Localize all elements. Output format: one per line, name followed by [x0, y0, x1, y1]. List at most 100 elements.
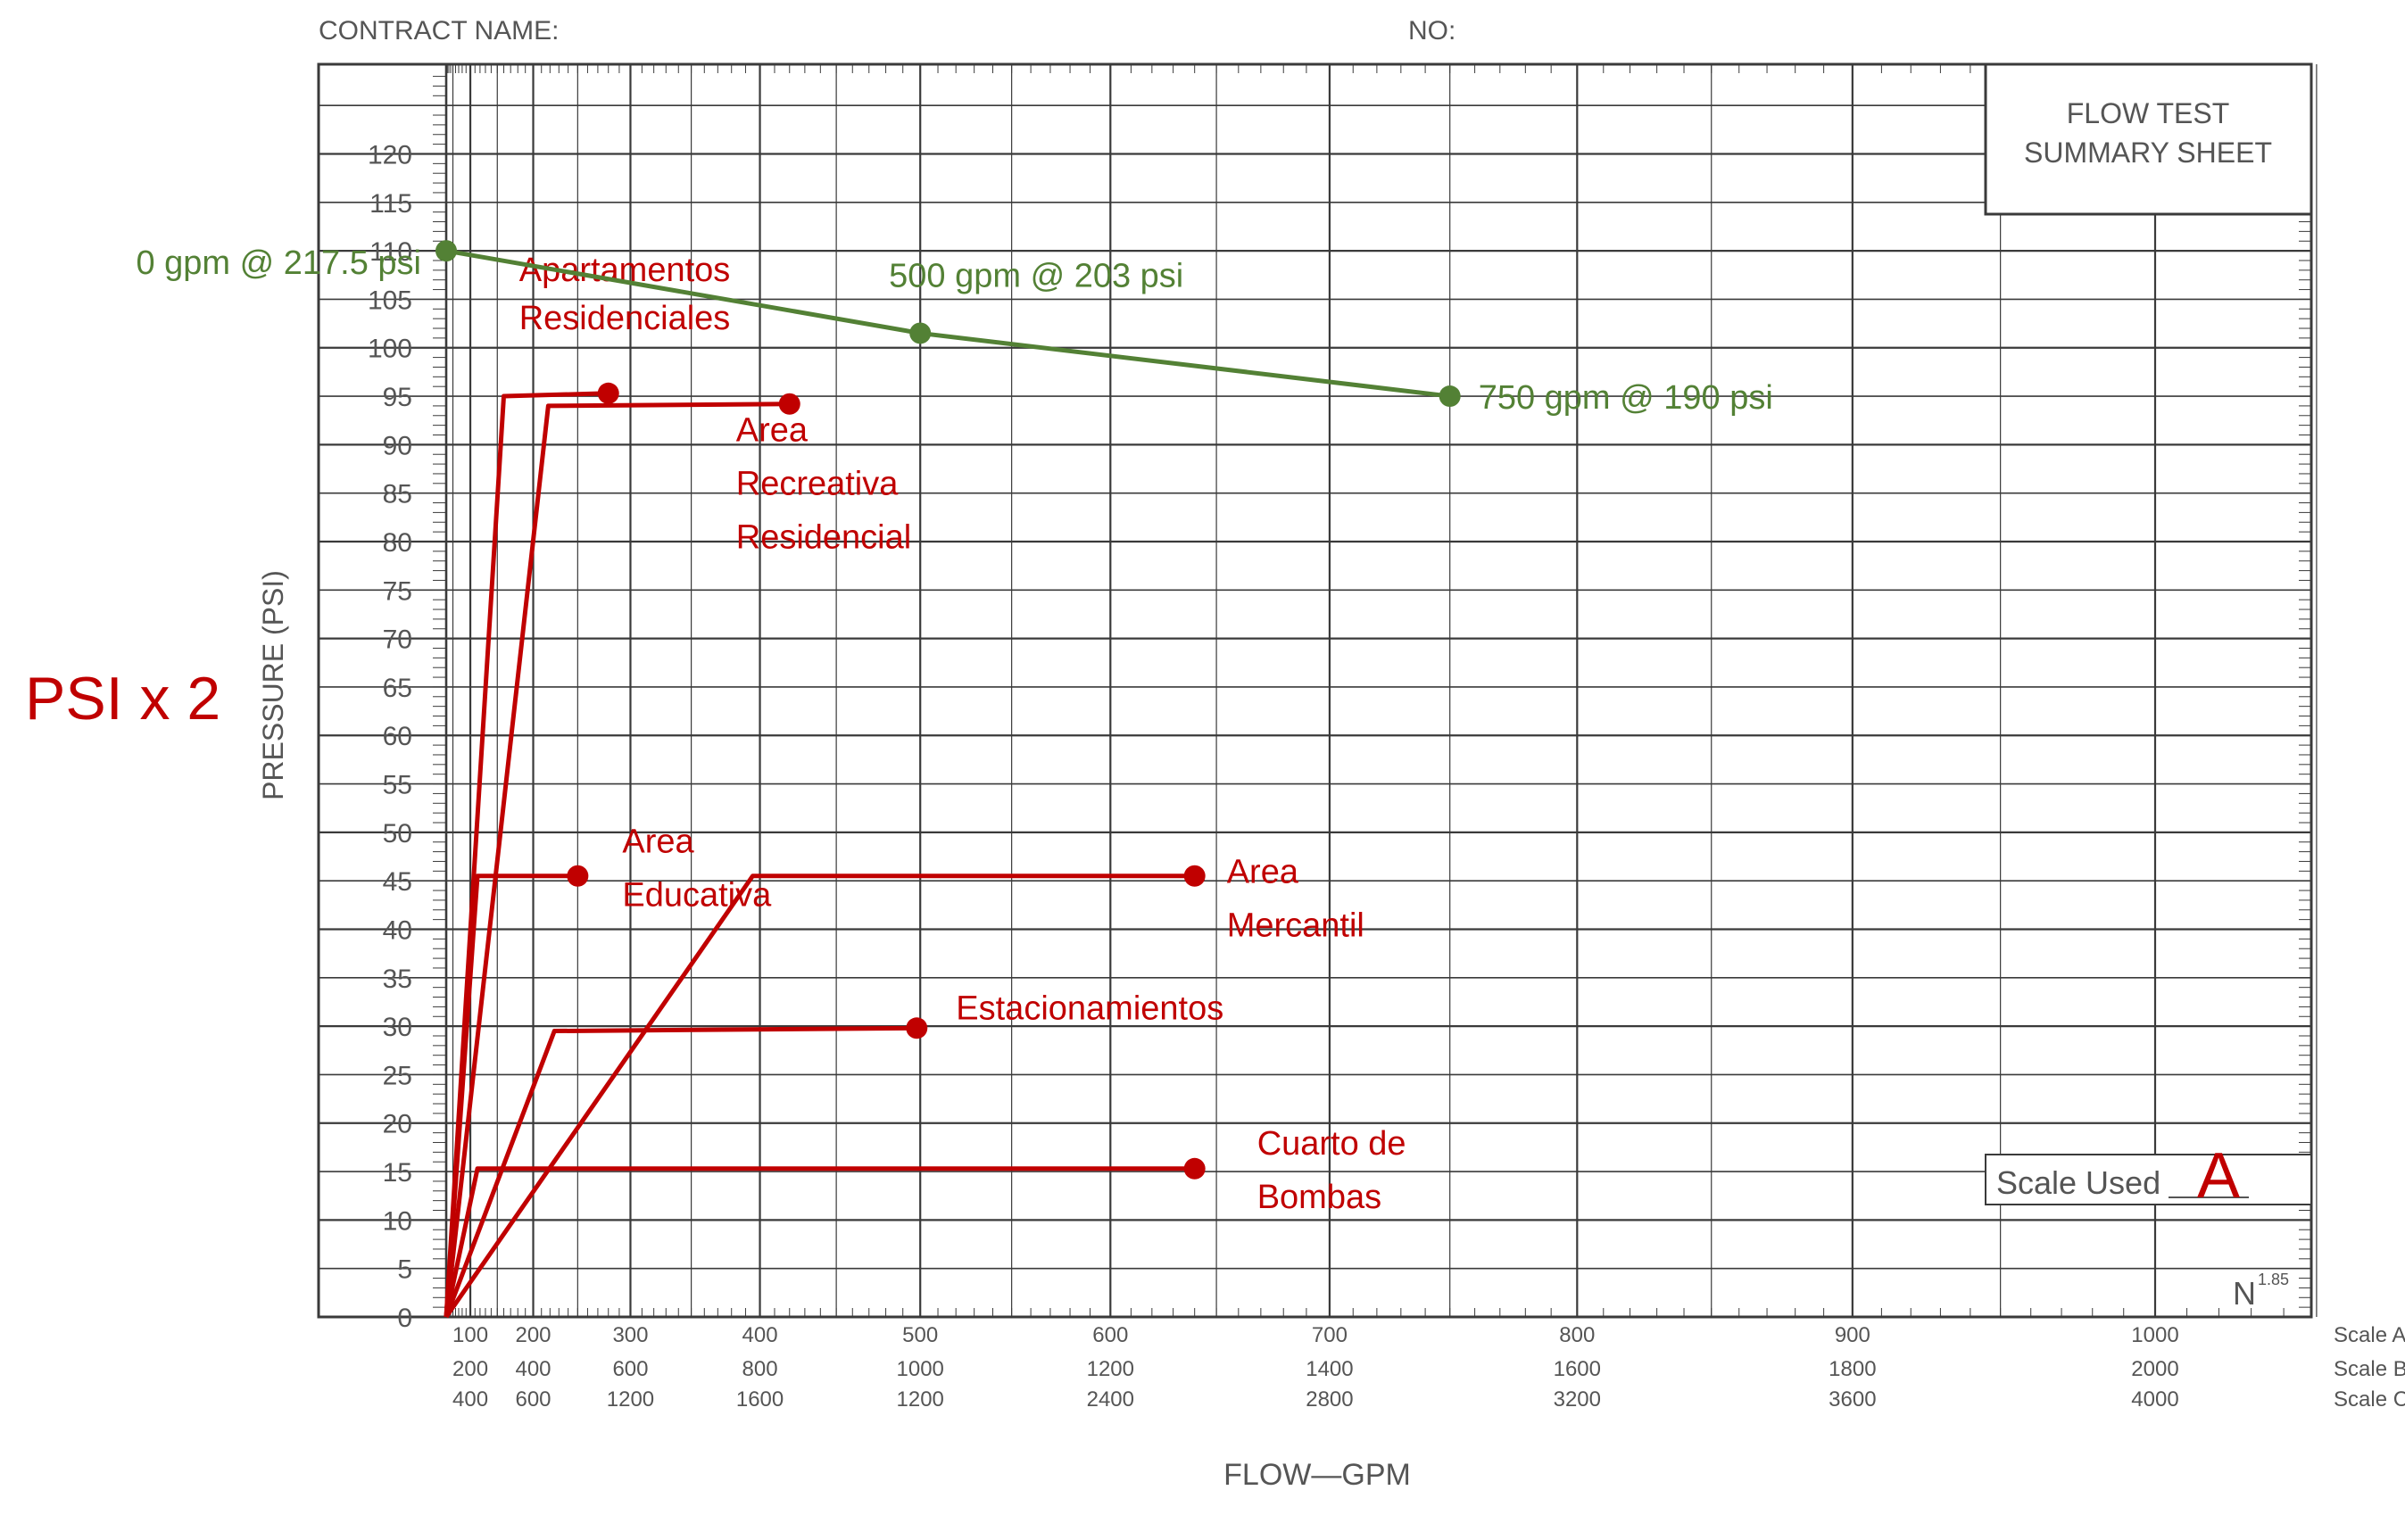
x-tick-label: 300: [612, 1323, 648, 1347]
demand-point: [778, 393, 800, 415]
demand-line: [444, 1166, 1195, 1318]
y-tick-label: 120: [368, 140, 412, 170]
x-tick-label: 2800: [1306, 1387, 1353, 1412]
x-tick-label: 1200: [607, 1387, 654, 1412]
x-tick-label: 3600: [1829, 1387, 1876, 1412]
y-tick-label: 50: [383, 819, 412, 849]
x-tick-label: 1200: [1087, 1357, 1134, 1381]
y-tick-label: 10: [383, 1206, 412, 1236]
x-tick-label: 2000: [2131, 1357, 2178, 1381]
x-tick-label: 1400: [1306, 1357, 1353, 1381]
x-tick-label: 600: [612, 1357, 648, 1381]
y-tick-label: 85: [383, 480, 412, 509]
y-tick-label: 80: [383, 528, 412, 558]
y-axis-ticks: 0 5 10 15 20 25 30 35 40 45 50 55 60 65 70 75 80 85 90 95 10…: [368, 140, 412, 1333]
y-tick-label: 15: [383, 1158, 412, 1188]
y-tick-label: 0: [397, 1304, 412, 1333]
demand-point: [906, 1017, 928, 1039]
demand-label: Residenciales: [519, 300, 731, 337]
x-tick-label: 2400: [1087, 1387, 1134, 1412]
demand-label: Estacionamientos: [956, 989, 1223, 1027]
x-scale-row-label: Scale C: [2334, 1387, 2405, 1412]
x-axis-title: FLOW—GPM: [1223, 1458, 1411, 1492]
scale-used-label: Scale Used: [1996, 1164, 2160, 1201]
demand-line: [444, 873, 578, 1318]
demand-line: [444, 402, 790, 1318]
x-tick-label: 400: [452, 1387, 488, 1412]
x-tick-label: 3200: [1554, 1387, 1601, 1412]
demand-line: [444, 391, 609, 1318]
y-tick-label: 110: [369, 237, 412, 267]
y-tick-label: 95: [383, 383, 412, 412]
n-label: N: [2233, 1275, 2256, 1312]
demand-point: [567, 865, 589, 887]
y-axis-title: PRESSURE (PSI): [257, 570, 289, 800]
demand-label: Mercantil: [1227, 907, 1364, 945]
demand-label: Residencial: [736, 519, 911, 557]
x-tick-label: 700: [1312, 1323, 1348, 1347]
demand-point: [1183, 865, 1206, 887]
y-tick-label: 115: [369, 189, 412, 219]
y-tick-label: 35: [383, 965, 412, 994]
title-line-2: SUMMARY SHEET: [2024, 137, 2272, 169]
x-tick-label: 400: [742, 1323, 778, 1347]
y-tick-label: 30: [383, 1013, 412, 1042]
x-tick-label: 4000: [2131, 1387, 2178, 1412]
demand-line: [444, 1025, 917, 1318]
y-tick-label: 70: [383, 625, 412, 655]
x-tick-label: 1000: [2131, 1323, 2178, 1347]
supply-point-label: 500 gpm @ 203 psi: [889, 257, 1183, 294]
demand-line: [444, 873, 1195, 1319]
y-tick-label: 20: [383, 1110, 412, 1139]
supply-point: [909, 322, 932, 344]
y-tick-label: 45: [383, 867, 412, 897]
demand-label: Area: [622, 824, 694, 861]
x-tick-label: 200: [452, 1357, 488, 1381]
y-tick-label: 65: [383, 674, 412, 703]
y-tick-label: 90: [383, 431, 412, 460]
y-tick-label: 100: [368, 335, 412, 364]
x-tick-label: 600: [1092, 1323, 1128, 1347]
supply-point: [1439, 385, 1461, 408]
supply-point-label: 0 gpm @ 217.5 psi: [136, 244, 421, 282]
scale-used-value: A: [2197, 1140, 2240, 1212]
x-tick-label: 800: [742, 1357, 778, 1381]
x-tick-label: 1000: [897, 1357, 944, 1381]
n-exponent: 1.85: [2258, 1271, 2289, 1288]
x-axis-ticks: 100 200 300 400 500 600 700 800 900 1000 Scale A 20…: [452, 1323, 2405, 1412]
y-tick-label: 25: [383, 1061, 412, 1090]
demand-label: Recreativa: [736, 466, 899, 503]
x-tick-label: 600: [515, 1387, 551, 1412]
y-tick-label: 105: [368, 286, 412, 315]
x-scale-row-label: Scale B: [2334, 1357, 2405, 1381]
demand-label: Cuarto de: [1257, 1125, 1406, 1163]
x-tick-label: 500: [902, 1323, 938, 1347]
title-line-1: FLOW TEST: [2067, 97, 2230, 129]
demand-label: Area: [736, 412, 809, 450]
x-tick-label: 900: [1835, 1323, 1870, 1347]
y-tick-label: 5: [397, 1255, 412, 1285]
x-tick-label: 800: [1559, 1323, 1595, 1347]
psi-multiplier-note: PSI x 2: [25, 665, 220, 733]
title-box: [1984, 62, 2313, 216]
supply-point: [435, 240, 457, 262]
x-tick-label: 1600: [1554, 1357, 1601, 1381]
x-tick-label: 200: [515, 1323, 551, 1347]
x-tick-label: 100: [452, 1323, 488, 1347]
demand-label: Area: [1227, 854, 1299, 891]
supply-point-label: 750 gpm @ 190 psi: [1479, 379, 1773, 417]
y-tick-label: 40: [383, 915, 412, 945]
x-scale-row-label: Scale A: [2334, 1323, 2405, 1347]
contract-name-label: CONTRACT NAME:: [319, 16, 559, 46]
plot-border: [317, 62, 2313, 1319]
y-tick-label: 55: [383, 771, 412, 800]
scale-used-box: [1985, 1154, 2312, 1205]
demand-label: Bombas: [1257, 1179, 1381, 1216]
demand-point: [597, 382, 619, 404]
demand-point: [1183, 1157, 1206, 1180]
x-tick-label: 1600: [736, 1387, 784, 1412]
y-tick-label: 60: [383, 722, 412, 751]
x-tick-label: 1200: [897, 1387, 944, 1412]
x-tick-label: 400: [515, 1357, 551, 1381]
